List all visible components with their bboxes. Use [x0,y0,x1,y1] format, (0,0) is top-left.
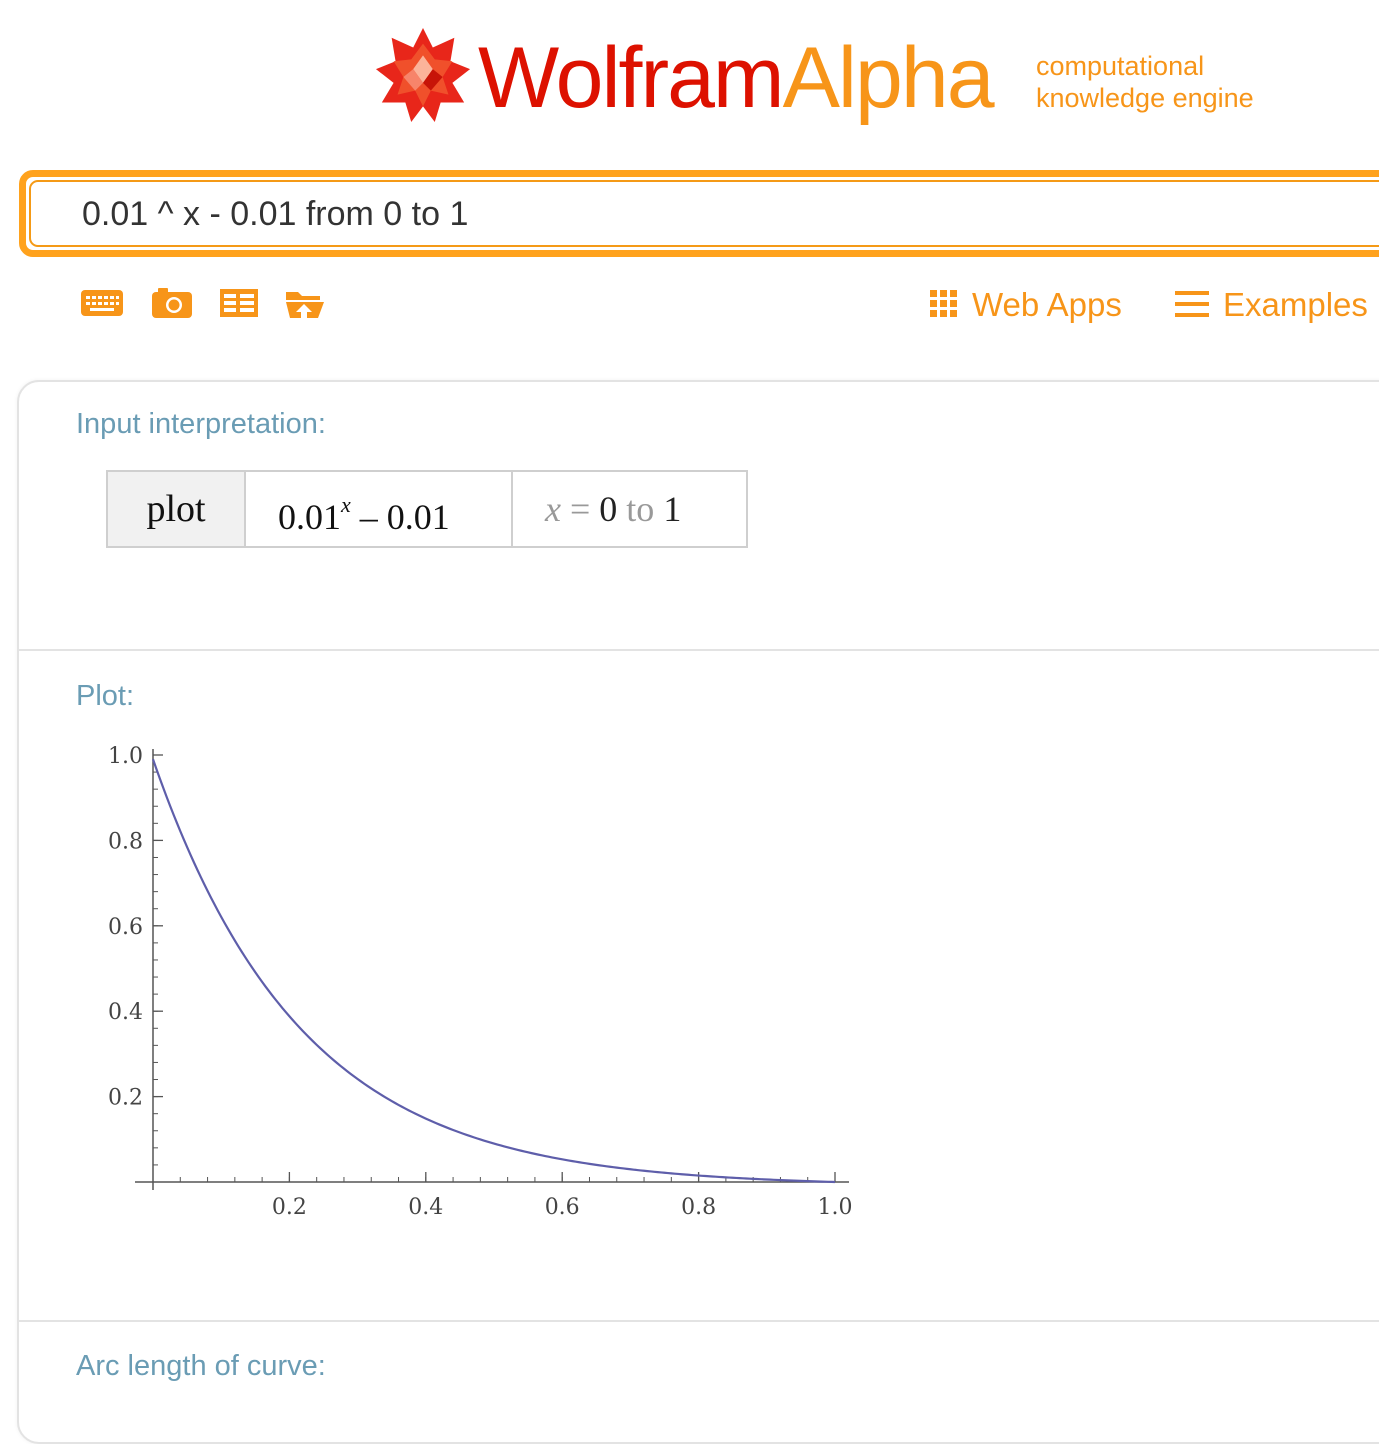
curve-series [151,758,836,1184]
range-from: 0 [599,489,618,529]
tagline-line1: computational [1036,51,1205,81]
search-box[interactable] [19,170,1379,257]
range-end: 1 [663,489,682,529]
interp-cell-plot: plot [108,472,246,546]
web-apps-label: Web Apps [972,286,1122,323]
logo-tagline: computational knowledge engine [1036,50,1254,114]
keyboard-icon[interactable] [80,286,124,320]
curve-point [459,1132,461,1134]
interp-cell-function: 0.01x – 0.01 [246,472,513,546]
curve-point [152,758,154,760]
search-input[interactable] [82,191,1182,237]
table-icon[interactable] [218,286,262,320]
x-tick-label: 0.6 [545,1195,580,1220]
function-exponent: x [341,492,351,517]
examples-label: Examples [1223,286,1368,323]
curve-point [323,1050,325,1052]
curve-point [391,1100,393,1102]
x-tick-label: 0.2 [272,1195,307,1220]
upload-folder-icon[interactable] [284,284,326,324]
tagline-line2: knowledge engine [1036,83,1254,113]
curve-point [425,1118,427,1120]
curve-point [357,1078,359,1080]
web-apps-link[interactable]: Web Apps [930,283,1122,327]
y-tick-label: 0.8 [108,829,143,854]
y-tick-label: 0.4 [108,1000,143,1025]
results-card [17,380,1379,1444]
camera-icon[interactable] [150,286,194,320]
plot-title: Plot: [76,680,135,712]
examples-link[interactable]: Examples [1175,283,1368,327]
input-interpretation-title: Input interpretation: [76,408,326,440]
curve-point [732,1177,734,1179]
y-tick-label: 0.2 [108,1086,143,1111]
plot-chart[interactable]: 0.2 0.4 0.6 0.8 1.0 0.2 0.4 0.6 0.8 1.0 [90,735,880,1235]
curve-point [527,1152,529,1154]
curve-point [766,1179,768,1181]
y-tick-label: 0.6 [108,915,143,940]
pod-divider-1 [19,649,1379,651]
curve-point [220,916,222,918]
arc-length-title: Arc length of curve: [76,1350,326,1382]
curve-point [834,1181,836,1183]
logo-wordmark: WolframAlpha [478,30,995,126]
input-interpretation-table: plot 0.01x – 0.01 x = 0 to 1 [106,470,748,548]
curve-point [493,1143,495,1145]
curve-point [596,1164,598,1166]
curve-point [186,846,188,848]
range-variable: x [545,489,561,529]
range-equals: = [560,489,600,529]
search-inner-border [29,180,1379,247]
curve-point [630,1168,632,1170]
wolfram-star-icon [375,27,471,123]
curve-point [561,1159,563,1161]
x-tick-label: 1.0 [818,1195,853,1220]
x-tick-label: 0.8 [681,1195,716,1220]
curve-point [698,1175,700,1177]
pod-divider-2 [19,1320,1379,1322]
x-tick-label: 0.4 [408,1195,443,1220]
grid-icon [930,290,957,318]
function-rest: – 0.01 [350,497,450,537]
y-tick-label: 1.0 [108,744,143,769]
range-to: to [617,489,664,529]
function-base: 0.01 [278,497,341,537]
interp-cell-range: x = 0 to 1 [513,472,746,546]
curve-point [800,1180,802,1182]
curve-point [289,1015,291,1017]
curve-point [255,972,257,974]
curve-point [664,1172,666,1174]
menu-icon [1175,291,1209,318]
wolfram-alpha-logo[interactable]: WolframAlpha computational knowledge eng… [374,26,1294,126]
